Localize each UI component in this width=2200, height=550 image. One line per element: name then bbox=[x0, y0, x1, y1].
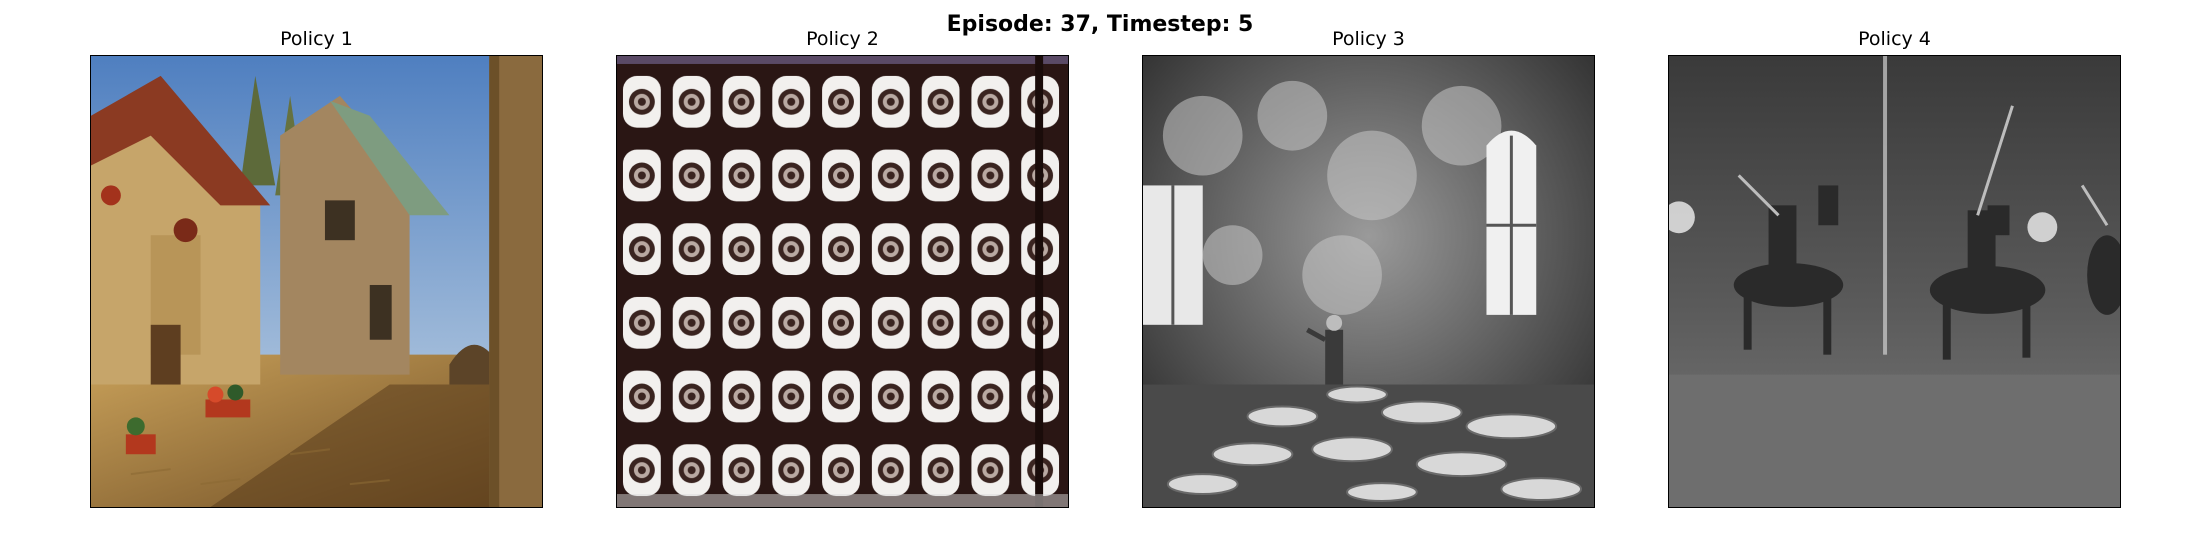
panel-3-image bbox=[1142, 55, 1595, 508]
panel-2-title: Policy 2 bbox=[806, 28, 879, 50]
figure-title: Episode: 37, Timestep: 5 bbox=[946, 12, 1254, 37]
panel-4-image bbox=[1668, 55, 2121, 508]
panel-3-title: Policy 3 bbox=[1332, 28, 1405, 50]
panel-1-title: Policy 1 bbox=[280, 28, 353, 50]
panel-1-image bbox=[90, 55, 543, 508]
panel-4-title: Policy 4 bbox=[1858, 28, 1931, 50]
panel-2-image bbox=[616, 55, 1069, 508]
